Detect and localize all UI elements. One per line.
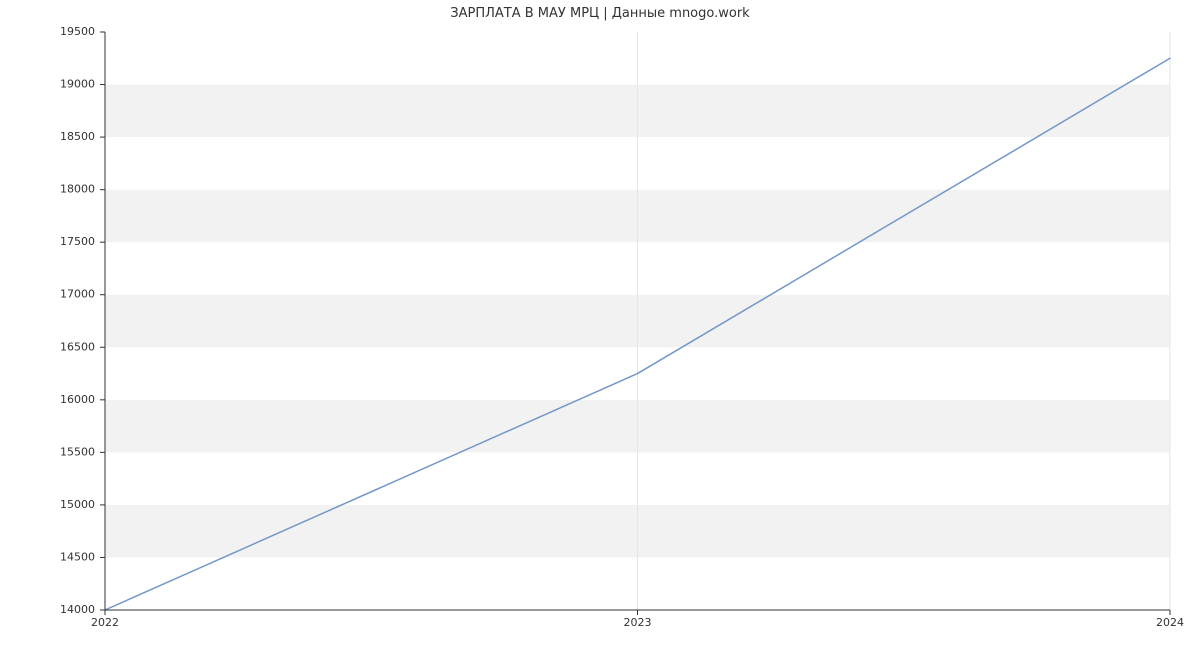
y-tick-label: 16000 bbox=[60, 393, 95, 406]
x-tick-label: 2024 bbox=[1156, 616, 1184, 629]
y-tick-label: 14500 bbox=[60, 550, 95, 563]
chart-svg: 14000 14500 15000 15500 16000 16500 17000 17500… bbox=[0, 0, 1200, 650]
chart-title: ЗАРПЛАТА В МАУ МРЦ | Данные mnogo.work bbox=[0, 6, 1200, 21]
y-tick-label: 19000 bbox=[60, 78, 95, 91]
y-tick-label: 17000 bbox=[60, 288, 95, 301]
y-tick-label: 15500 bbox=[60, 445, 95, 458]
x-tick-label: 2022 bbox=[91, 616, 119, 629]
y-tick-label: 19500 bbox=[60, 25, 95, 38]
y-tick-label: 18000 bbox=[60, 183, 95, 196]
y-tick-label: 17500 bbox=[60, 235, 95, 248]
y-tick-label: 14000 bbox=[60, 603, 95, 616]
y-tick-label: 16500 bbox=[60, 340, 95, 353]
y-tick-label: 18500 bbox=[60, 130, 95, 143]
x-tick-label: 2023 bbox=[624, 616, 652, 629]
y-tick-label: 15000 bbox=[60, 498, 95, 511]
salary-chart: ЗАРПЛАТА В МАУ МРЦ | Данные mnogo.work 1… bbox=[0, 0, 1200, 650]
